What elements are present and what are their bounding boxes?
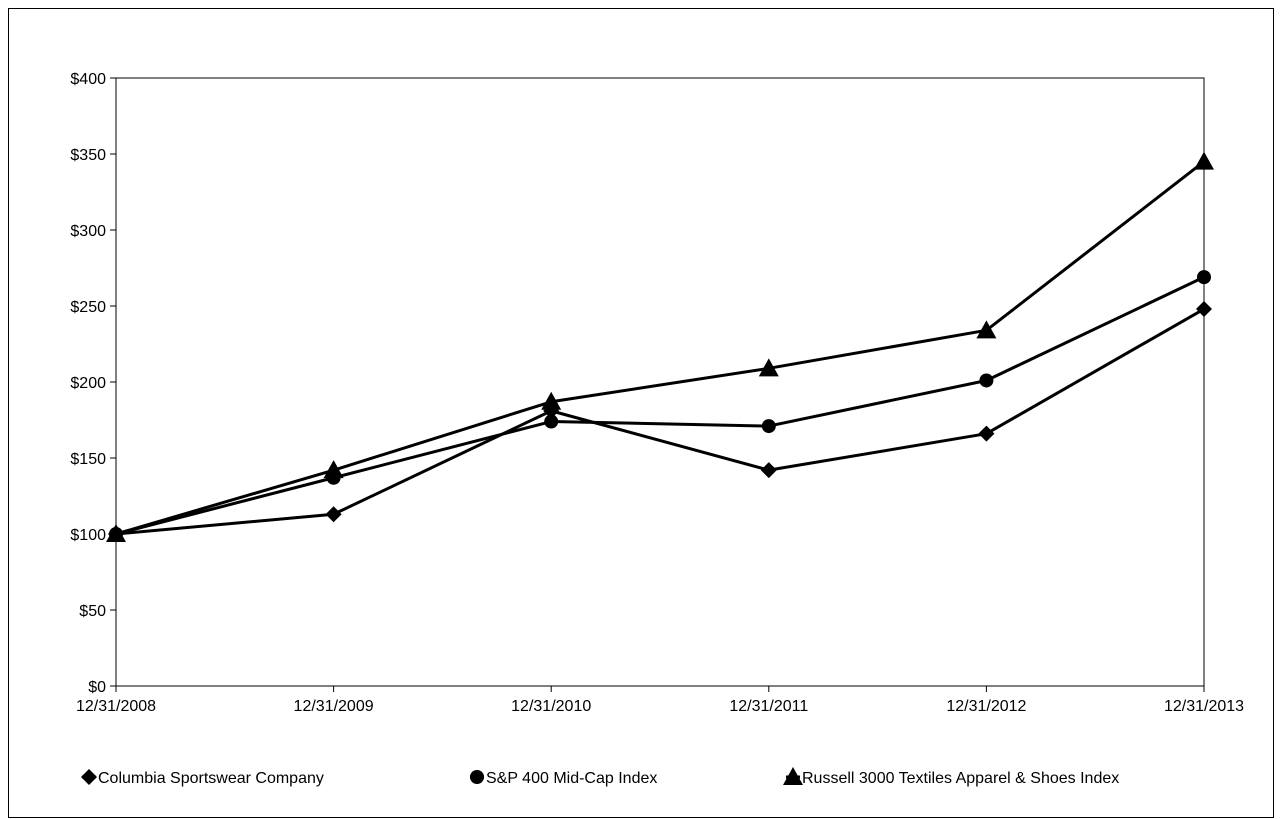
data-point (323, 460, 344, 479)
data-point (1194, 151, 1214, 170)
y-tick-label: $150 (70, 451, 106, 468)
legend-label: S&P 400 Mid-Cap Index (486, 770, 657, 787)
x-axis: 12/31/2008 12/31/2009 12/31/2010 12/31/2011… (76, 686, 1244, 715)
data-point (541, 391, 562, 410)
legend-item: Columbia Sportswear Company (81, 769, 324, 787)
legend: Columbia Sportswear Company S&P 400 Mid-C… (81, 767, 1119, 787)
y-tick-label: $100 (70, 527, 106, 544)
plot-area (115, 77, 1205, 687)
data-point (760, 462, 777, 479)
data-point (976, 320, 997, 339)
series-triangle (106, 151, 1214, 542)
y-tick-label: $200 (70, 375, 106, 392)
y-tick-label: $350 (70, 147, 106, 164)
series-lines (106, 151, 1214, 542)
y-tick-label: $300 (70, 223, 106, 240)
data-point (325, 506, 342, 523)
legend-marker (783, 767, 803, 785)
x-tick-label: 12/31/2010 (511, 698, 591, 715)
legend-item: S&P 400 Mid-Cap Index (470, 770, 657, 787)
legend-marker (81, 769, 97, 785)
data-point (1196, 301, 1212, 318)
legend-marker (470, 770, 484, 784)
series-line (115, 275, 1205, 536)
x-tick-label: 12/31/2012 (946, 698, 1026, 715)
y-tick-label: $0 (88, 679, 106, 696)
data-point (761, 419, 776, 434)
data-point (758, 358, 779, 377)
data-point (544, 414, 559, 429)
series-diamond (108, 301, 1212, 542)
plot-border (115, 77, 1205, 687)
y-tick-label: $50 (79, 603, 106, 620)
data-point (1197, 270, 1211, 285)
y-tick-label: $250 (70, 299, 106, 316)
legend-label: Russell 3000 Textiles Apparel & Shoes In… (802, 770, 1119, 787)
legend-item: Russell 3000 Textiles Apparel & Shoes In… (783, 767, 1119, 787)
series-line (115, 160, 1205, 536)
legend-label: Columbia Sportswear Company (98, 770, 324, 787)
y-axis: $0 $50 $100 $150 $200 $250 $300 $350 $400 (70, 71, 116, 696)
data-point (979, 373, 994, 388)
y-tick-label: $400 (70, 71, 106, 88)
chart-frame (8, 8, 1274, 818)
data-point (978, 425, 995, 442)
series-circle (109, 270, 1211, 541)
series-line (115, 307, 1205, 536)
data-point (106, 524, 126, 542)
x-tick-label: 12/31/2013 (1164, 698, 1244, 715)
x-tick-label: 12/31/2011 (729, 698, 808, 715)
x-tick-label: 12/31/2009 (294, 698, 374, 715)
x-tick-label: 12/31/2008 (76, 698, 156, 715)
